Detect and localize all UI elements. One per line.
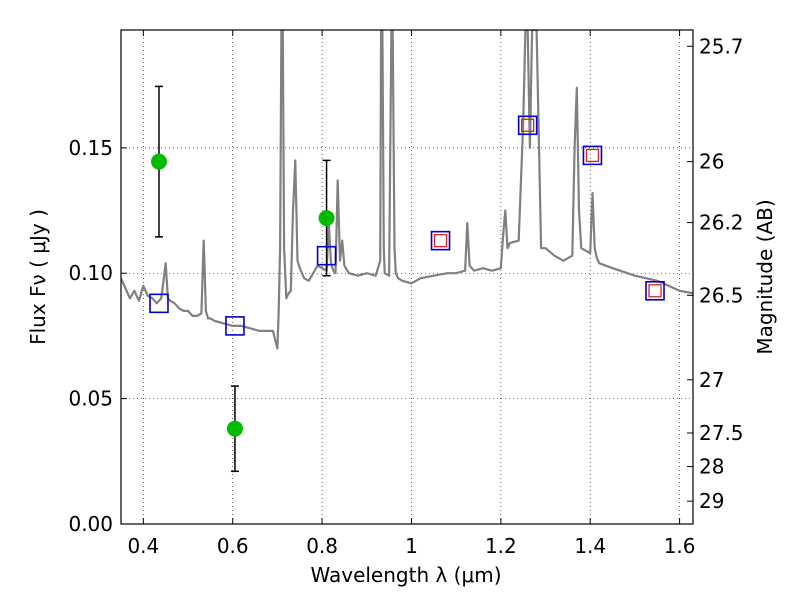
observed-flux-square: [433, 233, 448, 248]
mag-tick-label: 26: [699, 150, 724, 174]
observed-flux-square: [521, 118, 535, 132]
x-tick-label: 0.6: [217, 534, 249, 558]
model-flux-square: [430, 230, 451, 251]
x-tick-label: 0.4: [127, 534, 159, 558]
photometry-point: [150, 153, 167, 170]
mag-tick-label: 26.5: [699, 283, 744, 307]
model-flux-square: [582, 145, 603, 166]
mag-tick-label: 29: [699, 489, 724, 513]
mag-tick-label: 26.2: [699, 211, 744, 235]
x-axis-label: Wavelength λ (μm): [310, 563, 501, 587]
y-tick-label: 0.00: [68, 512, 113, 536]
plot-area: [121, 30, 693, 473]
y-tick-label: 0.15: [68, 136, 113, 160]
axes: 0.4 0.6 0.8 1 1.2 1.4 1.6 0.00 0.05 0.10 0.15 25.7 2…: [68, 30, 744, 558]
grid-lines: [121, 30, 693, 525]
model-flux-square: [225, 316, 245, 336]
x-tick-label: 1.6: [664, 534, 696, 558]
x-tick-label: 1.2: [485, 534, 517, 558]
y2-axis-label: Magnitude (AB): [753, 199, 777, 354]
model-flux-square: [517, 115, 538, 136]
y-axis-label: Flux Fν ( μJy ): [26, 209, 50, 345]
observed-flux-square: [585, 148, 600, 163]
model-flux-square: [645, 280, 665, 301]
observed-flux-square: [648, 284, 662, 298]
photometry-point: [318, 210, 335, 227]
y-tick-label: 0.10: [68, 261, 113, 285]
plot-frame: [120, 29, 694, 525]
mag-tick-label: 27: [699, 368, 724, 392]
model-flux-square: [149, 293, 169, 314]
x-tick-label: 1: [405, 534, 418, 558]
photometry-point: [226, 420, 243, 437]
mag-tick-label: 28: [699, 455, 724, 479]
x-tick-label: 0.8: [306, 534, 338, 558]
mag-tick-label: 25.7: [699, 34, 744, 58]
mag-tick-label: 27.5: [699, 421, 744, 445]
x-tick-label: 1.4: [574, 534, 606, 558]
model-flux-square: [316, 245, 337, 266]
y-tick-label: 0.05: [68, 387, 113, 411]
spectrum-line: [121, 30, 693, 350]
